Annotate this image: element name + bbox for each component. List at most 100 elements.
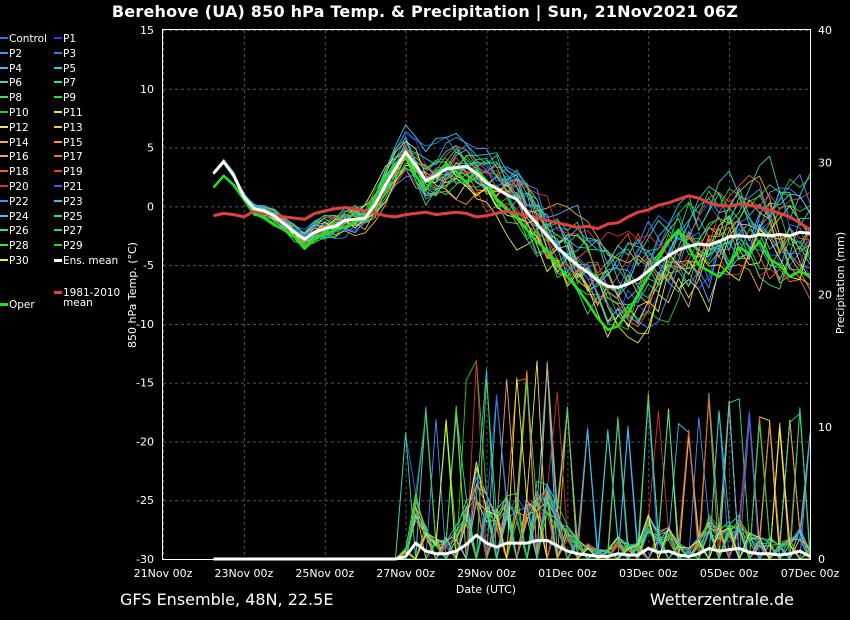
x-tick-label: 03Dec 00z [619, 567, 678, 580]
y2-tick-label: 30 [818, 156, 832, 169]
legend-swatch [0, 214, 8, 217]
legend-swatch [0, 185, 8, 187]
legend-label: P29 [63, 240, 83, 253]
y-tick-label: 10 [140, 83, 154, 96]
legend-label: P14 [9, 136, 29, 149]
legend-label: P22 [9, 195, 29, 208]
y2-tick-label: 20 [818, 289, 832, 302]
legend-swatch [0, 302, 8, 306]
chart-title: Berehove (UA) 850 hPa Temp. & Precipitat… [111, 2, 739, 21]
x-tick-label: 29Nov 00z [457, 567, 516, 580]
legend-item-p16: P16 [0, 151, 29, 163]
legend-item-p14: P14 [0, 137, 29, 149]
y-tick-label: 5 [147, 142, 154, 155]
temp-line-p25 [213, 155, 811, 278]
legend-item-control: Control [0, 33, 47, 45]
legend-item-p30: P30 [0, 255, 29, 267]
legend-item-p6: P6 [0, 77, 22, 89]
legend-swatch [0, 199, 8, 202]
legend-label: P23 [63, 195, 83, 208]
legend-label: P11 [63, 107, 83, 119]
legend-item-p4: P4 [0, 63, 22, 75]
legend-label: P7 [63, 77, 77, 90]
legend-item-p5: P5 [54, 63, 76, 75]
legend-label: P19 [63, 166, 83, 179]
y-tick-label: 15 [140, 24, 154, 37]
ens-mean-precip-line [213, 533, 811, 561]
legend-label: P17 [63, 151, 83, 164]
legend-item-p21: P21 [54, 181, 83, 193]
legend: Control P1 P2 P3 P4 P5 P6 P7 P8 P9 P10 P11 P12 P13 P14… [0, 33, 135, 323]
legend-item-oper: Oper [0, 299, 35, 311]
x-tick-label: 23Nov 00z [215, 567, 274, 580]
legend-label: P12 [9, 121, 29, 134]
legend-label: P15 [63, 136, 83, 149]
legend-item-p13: P13 [54, 122, 83, 134]
legend-swatch [54, 258, 62, 262]
oper-temp-line [212, 153, 811, 332]
legend-swatch [0, 170, 8, 173]
legend-item-p23: P23 [54, 196, 83, 208]
y-tick-label: -30 [136, 553, 154, 566]
y-tick-label: -20 [136, 435, 154, 448]
x-tick-label: 01Dec 00z [538, 567, 597, 580]
legend-swatch [0, 259, 8, 261]
legend-label: P16 [9, 151, 29, 164]
legend-label: P26 [9, 225, 29, 238]
x-tick-label: 21Nov 00z [134, 567, 193, 580]
legend-item-p9: P9 [54, 92, 76, 104]
legend-swatch [0, 96, 8, 99]
temp-line-p4 [213, 144, 811, 304]
legend-item-p28: P28 [0, 240, 29, 252]
legend-swatch [0, 140, 8, 143]
plot-frame [162, 29, 811, 560]
temp-line-p26 [213, 147, 811, 306]
legend-item-p29: P29 [54, 240, 83, 252]
legend-label: P27 [63, 225, 83, 238]
legend-label: P1 [63, 33, 77, 45]
temp-line-p1 [213, 133, 811, 314]
y2-axis-label: Precipitation (mm) [834, 232, 847, 334]
legend-item-p12: P12 [0, 122, 29, 134]
temp-members [213, 123, 811, 344]
legend-item-ens-mean: Ens. mean [54, 255, 118, 267]
legend-swatch [54, 66, 62, 69]
legend-label: P9 [63, 92, 77, 105]
ens-mean-temp-line [212, 150, 811, 289]
temp-line-p27 [213, 147, 811, 283]
legend-label: P13 [63, 121, 83, 134]
legend-item-1981-2010: 1981-2010 mean [54, 288, 120, 308]
x-tick-label: 05Dec 00z [700, 567, 759, 580]
legend-swatch [54, 51, 62, 54]
x-tick-label: 25Nov 00z [295, 567, 354, 580]
legend-swatch [0, 125, 8, 128]
legend-label: P6 [9, 77, 23, 90]
legend-swatch [0, 229, 8, 232]
legend-item-p8: P8 [0, 92, 22, 104]
footer-model-info: GFS Ensemble, 48N, 22.5E [120, 590, 334, 609]
legend-swatch [54, 244, 62, 247]
y-tick-label: -5 [143, 259, 154, 272]
legend-item-p2: P2 [0, 48, 22, 60]
y-tick-label: -15 [136, 377, 154, 390]
legend-item-p25: P25 [54, 211, 83, 223]
legend-swatch [54, 229, 62, 232]
legend-label: P24 [9, 210, 29, 223]
legend-swatch [54, 96, 62, 99]
y-axis-label: 850 hPa Temp. (°C) [126, 242, 139, 348]
mean-series [212, 150, 811, 561]
legend-swatch [0, 155, 8, 158]
y2-tick-label: 10 [818, 421, 832, 434]
clim-mean-temp-line [213, 194, 811, 232]
legend-label: P2 [9, 47, 23, 60]
legend-label: P4 [9, 62, 23, 75]
legend-item-p3: P3 [54, 48, 76, 60]
x-axis-label: Date (UTC) [456, 583, 516, 596]
legend-item-p26: P26 [0, 225, 29, 237]
y-tick-label: -25 [136, 494, 154, 507]
legend-label: P10 [9, 107, 29, 119]
legend-swatch [0, 81, 8, 84]
legend-item-p11: P11 [54, 107, 83, 119]
x-tick-label: 27Nov 00z [376, 567, 435, 580]
legend-item-p27: P27 [54, 225, 83, 237]
